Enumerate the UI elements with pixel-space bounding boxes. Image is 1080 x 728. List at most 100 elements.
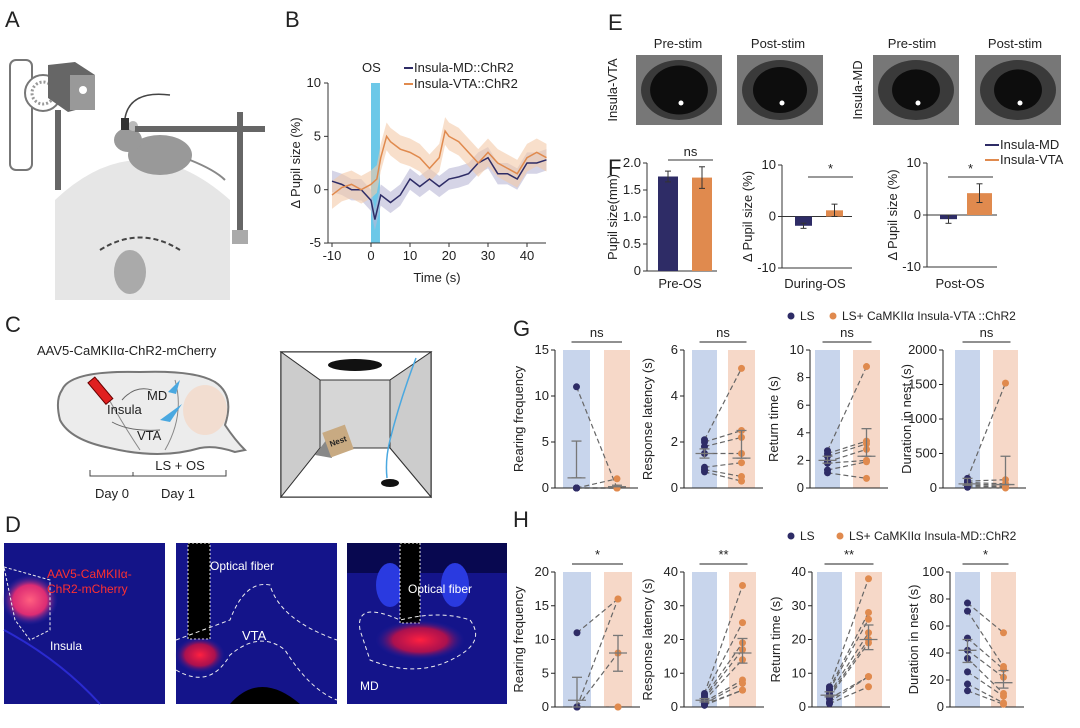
y-tick-label: 2	[797, 452, 804, 467]
y-axis-label-f: Δ Pupil size (%)	[740, 171, 755, 262]
exp-point	[738, 477, 745, 485]
paired-line	[704, 659, 743, 701]
legend-label-md: Insula-MD::ChR2	[414, 60, 514, 75]
y-tick-label: 4	[797, 425, 804, 440]
significance-label: *	[828, 161, 833, 176]
x-category-label: During-OS	[784, 276, 846, 291]
y-tick-label: 0	[542, 699, 549, 714]
exp-background	[853, 350, 880, 488]
legend-f-vta: Insula-VTA	[1000, 152, 1064, 167]
post-stim-label-vta: Post-stim	[751, 36, 805, 51]
fiber-label-vta: Optical fiber	[210, 559, 274, 573]
y-tick-label: 0	[937, 699, 944, 714]
paired-line	[576, 598, 619, 634]
paired-line	[704, 471, 742, 482]
legend-h-exp: LS+ CaMKIIα Insula-MD::ChR2	[849, 529, 1017, 543]
timeline-protocol: LS + OS	[155, 458, 205, 473]
y-tick-label-f: 10	[762, 157, 776, 172]
paired-line	[703, 622, 744, 696]
y-tick-label-f: 10	[907, 155, 921, 170]
group-label-md: Insula-MD	[850, 60, 865, 119]
ls-point	[824, 469, 831, 477]
vta-label-d: VTA	[242, 628, 267, 643]
paired-line	[829, 639, 869, 696]
paired-line	[827, 472, 867, 479]
ls-point	[964, 668, 971, 676]
paired-line	[828, 618, 870, 691]
y-tick-label: 20	[930, 672, 944, 687]
exp-point	[1000, 700, 1007, 708]
y-axis-label-b: Δ Pupil size (%)	[288, 117, 303, 208]
paired-line	[704, 436, 742, 448]
legend-g-ls: LS	[800, 309, 815, 323]
paired-line	[576, 598, 619, 708]
y-tick-label: 15	[535, 598, 549, 613]
ls-point	[701, 468, 708, 476]
y-tick-label: 20	[664, 632, 678, 647]
exp-point	[739, 619, 746, 627]
y-tick-label: 4	[671, 388, 678, 403]
exp-background	[604, 350, 630, 488]
legend-g-exp: LS+ CaMKIIα Insula-VTA ::ChR2	[842, 309, 1016, 323]
legend-b: Insula-MD::ChR2 Insula-VTA::ChR2	[404, 60, 518, 91]
setup-illustration	[9, 59, 265, 300]
region-vta: VTA	[137, 428, 162, 443]
y-tick-label: 30	[792, 598, 806, 613]
exp-point	[865, 615, 872, 623]
exp-point	[738, 459, 745, 467]
paired-line	[828, 578, 870, 687]
y-tick-label-f: 1.0	[623, 209, 641, 224]
y-tick-label: 10	[790, 342, 804, 357]
significance-label: ns	[716, 325, 730, 340]
paired-line	[827, 448, 867, 463]
paired-line	[967, 486, 1006, 488]
legend-h: LS LS+ CaMKIIα Insula-MD::ChR2	[787, 529, 1017, 543]
histology-insula	[2, 543, 165, 705]
exp-point	[739, 679, 746, 687]
region-insula: Insula	[107, 402, 142, 417]
virus-label: AAV5-CaMKIIα-ChR2-mCherry	[37, 343, 217, 358]
y-tick-label: 20	[792, 632, 806, 647]
paired-line	[704, 469, 742, 478]
mouse-icon	[381, 479, 399, 487]
ls-point	[701, 701, 708, 709]
y-tick-label: 15	[535, 342, 549, 357]
panel-label-b: B	[285, 7, 300, 32]
paired-line	[967, 657, 1004, 694]
panel-label-d: D	[5, 512, 21, 537]
significance-label: ns	[980, 325, 994, 340]
exp-point	[614, 703, 622, 711]
y-tick-label: 6	[671, 342, 678, 357]
paired-line	[576, 478, 618, 489]
y-tick-label-f: 0	[769, 209, 776, 224]
eye-glint	[678, 100, 684, 106]
pupil	[650, 65, 708, 115]
behavior-md-charts: 0 5 10 15 20 * Rearing frequency 0 10 20 30 40 ** Res…	[511, 547, 1024, 714]
x-axis-label-b: Time (s)	[413, 270, 460, 285]
paired-line	[967, 481, 1006, 485]
y-tick-label-f: 1.5	[623, 182, 641, 197]
panel-label-g: G	[513, 316, 530, 341]
x-tick-label-b: 0	[367, 248, 374, 263]
y-tick-label: 0	[797, 480, 804, 495]
ls-point	[964, 687, 971, 695]
eye-glint	[779, 100, 785, 106]
head-fix-bar-icon	[135, 112, 265, 244]
y-tick-label: 8	[797, 370, 804, 385]
y-tick-label: 10	[535, 388, 549, 403]
legend-h-ls: LS	[800, 529, 815, 543]
ls-point	[964, 599, 971, 607]
post-stim-label-md: Post-stim	[988, 36, 1042, 51]
exp-point	[863, 363, 870, 371]
significance-label: **	[844, 547, 854, 562]
timeline	[89, 470, 227, 477]
pre-stim-label-md: Pre-stim	[888, 36, 936, 51]
significance-label: ns	[840, 325, 854, 340]
y-tick-label: 2	[671, 434, 678, 449]
y-tick-label: 80	[930, 591, 944, 606]
paired-line	[827, 440, 867, 455]
y-tick-label: 0	[671, 480, 678, 495]
panel-label-a: A	[5, 7, 20, 32]
y-axis-label: Duration in nest (s)	[899, 364, 914, 474]
camera-icon	[9, 59, 95, 190]
